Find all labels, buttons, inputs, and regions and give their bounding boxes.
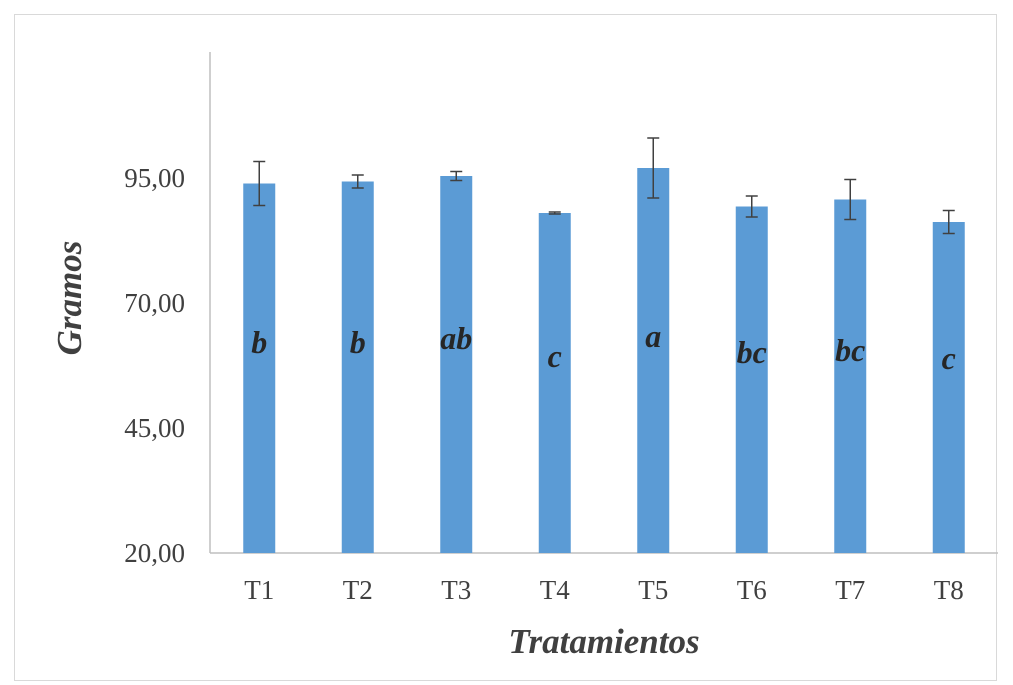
- significance-letter-t4: c: [548, 338, 562, 374]
- error-bar-t5: [647, 137, 660, 199]
- significance-letter-t1: b: [251, 324, 267, 360]
- x-tick-label: T8: [934, 575, 964, 605]
- x-tick-label: T1: [244, 575, 274, 605]
- y-axis-title: Gramos: [50, 241, 89, 356]
- significance-letter-t6: bc: [737, 334, 767, 370]
- error-bar-t6: [745, 195, 758, 218]
- significance-letter-t7: bc: [835, 332, 865, 368]
- error-bar-t7: [844, 178, 857, 221]
- x-tick-label: T4: [540, 575, 570, 605]
- significance-letter-t5: a: [645, 318, 661, 354]
- bar-t2: [341, 181, 374, 553]
- bar-t4: [538, 213, 571, 553]
- error-bars-layer: [253, 137, 955, 235]
- error-bar-t2: [351, 174, 364, 189]
- bar-t7: [834, 199, 867, 553]
- x-tick-label: T5: [638, 575, 668, 605]
- x-tick-label: T2: [343, 575, 373, 605]
- significance-letters-layer: b b ab ca bc bc c: [251, 318, 956, 376]
- error-bar-t1: [253, 160, 266, 207]
- error-bar-t4: [548, 211, 561, 215]
- y-tick-label: 45,00: [124, 413, 185, 443]
- significance-letter-t8: c: [942, 340, 956, 376]
- x-tick-labels: T1 T2 T3 T4 T5 T6 T7 T8: [244, 575, 964, 605]
- x-tick-label: T3: [441, 575, 471, 605]
- bar-t1: [243, 183, 276, 553]
- x-axis-title: Tratamientos: [508, 622, 699, 661]
- bar-t5: [637, 168, 670, 553]
- bar-t6: [735, 206, 768, 553]
- significance-letter-t3: ab: [440, 320, 472, 356]
- y-tick-label: 20,00: [124, 538, 185, 568]
- y-tick-label: 70,00: [124, 288, 185, 318]
- x-tick-label: T7: [835, 575, 865, 605]
- significance-letter-t2: b: [350, 324, 366, 360]
- x-tick-label: T6: [737, 575, 767, 605]
- error-bar-t8: [942, 209, 955, 235]
- bar-t8: [932, 222, 965, 553]
- error-bar-t3: [450, 170, 463, 182]
- y-tick-label: 95,00: [124, 163, 185, 193]
- bar-t3: [440, 176, 473, 553]
- chart-frame: b b ab c a bc bc c 20,00 45,00 70,00 95,00 T1 T2 T3 T…: [14, 14, 998, 681]
- bars-layer: [243, 168, 965, 553]
- y-tick-labels: 20,00 45,00 70,00 95,00: [124, 163, 185, 568]
